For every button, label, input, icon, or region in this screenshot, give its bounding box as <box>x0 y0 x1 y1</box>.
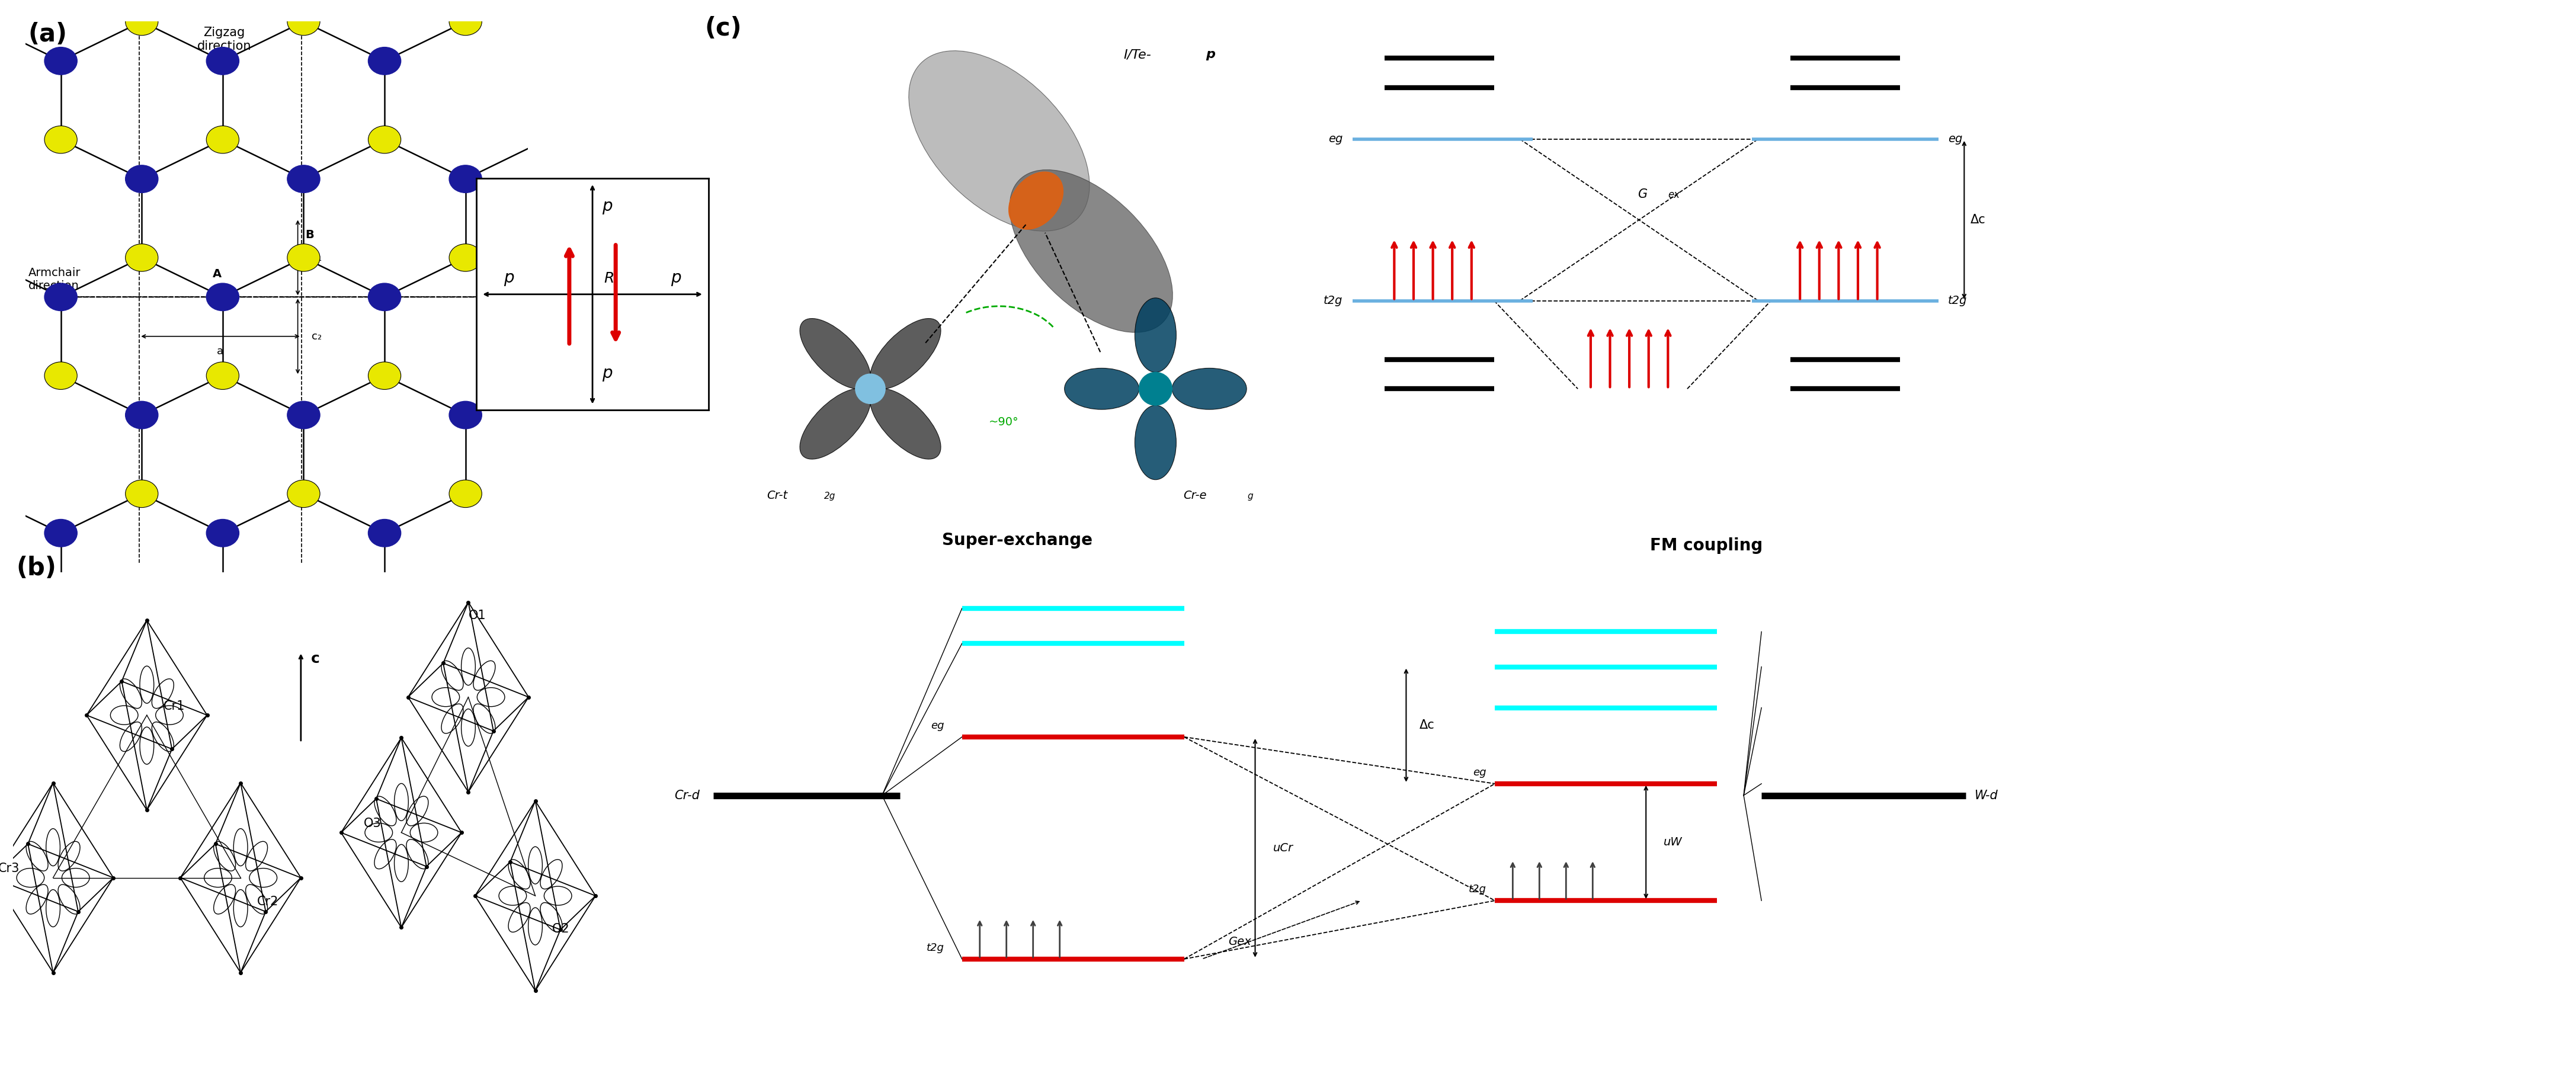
Circle shape <box>289 8 319 36</box>
Circle shape <box>448 244 482 271</box>
Text: t2g: t2g <box>1468 885 1486 894</box>
Text: 2g: 2g <box>824 491 835 501</box>
Ellipse shape <box>871 389 940 459</box>
Ellipse shape <box>799 389 871 459</box>
Ellipse shape <box>1172 368 1247 409</box>
Circle shape <box>448 402 482 429</box>
Text: p: p <box>603 198 613 215</box>
Text: O2: O2 <box>551 923 569 935</box>
Text: Zigzag
direction: Zigzag direction <box>198 27 252 52</box>
Text: (b): (b) <box>15 555 57 580</box>
Circle shape <box>368 48 402 75</box>
Text: Cr2: Cr2 <box>258 895 278 907</box>
Circle shape <box>206 48 240 75</box>
Text: eg: eg <box>1473 767 1486 778</box>
Text: uW: uW <box>1664 837 1682 848</box>
Circle shape <box>368 283 402 311</box>
Circle shape <box>44 283 77 311</box>
Text: (a): (a) <box>28 22 67 46</box>
Text: Cr3: Cr3 <box>0 863 21 875</box>
Circle shape <box>368 126 402 153</box>
Text: W-d: W-d <box>1976 789 1999 801</box>
Text: t2g: t2g <box>1947 295 1968 307</box>
Text: t2g: t2g <box>1324 295 1342 307</box>
Text: G: G <box>1638 188 1646 200</box>
Circle shape <box>126 402 157 429</box>
Circle shape <box>206 283 240 311</box>
Text: uCr: uCr <box>1273 842 1293 853</box>
Circle shape <box>289 480 319 508</box>
Circle shape <box>44 126 77 153</box>
Circle shape <box>448 8 482 36</box>
Text: eg: eg <box>930 720 945 731</box>
Text: Cr-d: Cr-d <box>675 789 701 801</box>
Ellipse shape <box>1136 298 1177 373</box>
Text: t2g: t2g <box>927 943 945 954</box>
Text: c₁: c₁ <box>312 253 322 264</box>
Text: ~90°: ~90° <box>989 417 1018 428</box>
Text: eg: eg <box>1329 134 1342 145</box>
Ellipse shape <box>1136 405 1177 480</box>
Ellipse shape <box>799 319 871 389</box>
Circle shape <box>126 8 157 36</box>
Text: O1: O1 <box>469 610 487 622</box>
Circle shape <box>289 244 319 271</box>
Circle shape <box>448 480 482 508</box>
Circle shape <box>126 480 157 508</box>
Text: Gex: Gex <box>1229 936 1252 947</box>
Circle shape <box>289 402 319 429</box>
Text: Super-exchange: Super-exchange <box>943 531 1092 549</box>
Text: (c): (c) <box>706 16 742 41</box>
Text: Cr-t: Cr-t <box>768 490 788 501</box>
Ellipse shape <box>871 319 940 389</box>
Circle shape <box>44 48 77 75</box>
Text: eg: eg <box>1947 134 1963 145</box>
Text: A: A <box>211 269 222 280</box>
Circle shape <box>44 519 77 546</box>
Text: ex: ex <box>1669 190 1680 200</box>
Circle shape <box>368 362 402 390</box>
Text: Δc: Δc <box>1419 719 1435 731</box>
Text: c₂: c₂ <box>312 330 322 341</box>
Ellipse shape <box>909 51 1090 231</box>
Text: Cr1: Cr1 <box>165 700 185 712</box>
Text: p: p <box>1206 49 1216 60</box>
Ellipse shape <box>1064 368 1139 409</box>
Text: g: g <box>1247 491 1252 501</box>
Circle shape <box>44 362 77 390</box>
Circle shape <box>368 519 402 546</box>
Circle shape <box>206 126 240 153</box>
Circle shape <box>206 519 240 546</box>
Text: O3: O3 <box>363 818 381 829</box>
Text: Armchair
direction: Armchair direction <box>28 267 80 292</box>
Text: Cr-e: Cr-e <box>1182 490 1206 501</box>
Text: B: B <box>304 229 314 241</box>
Circle shape <box>1139 373 1172 405</box>
Circle shape <box>126 244 157 271</box>
Circle shape <box>855 374 886 404</box>
Circle shape <box>289 165 319 192</box>
Text: R: R <box>603 271 613 286</box>
Circle shape <box>448 165 482 192</box>
Text: p: p <box>670 270 680 286</box>
Text: p: p <box>505 270 515 286</box>
Circle shape <box>126 165 157 192</box>
Text: a: a <box>216 346 224 356</box>
Text: FM coupling: FM coupling <box>1651 538 1762 554</box>
Ellipse shape <box>1010 170 1172 333</box>
Text: I/Te-: I/Te- <box>1123 49 1151 60</box>
Text: p: p <box>603 365 613 381</box>
Text: c: c <box>312 652 319 666</box>
Text: Δc: Δc <box>1971 214 1986 226</box>
Ellipse shape <box>1010 172 1064 229</box>
Circle shape <box>206 362 240 390</box>
